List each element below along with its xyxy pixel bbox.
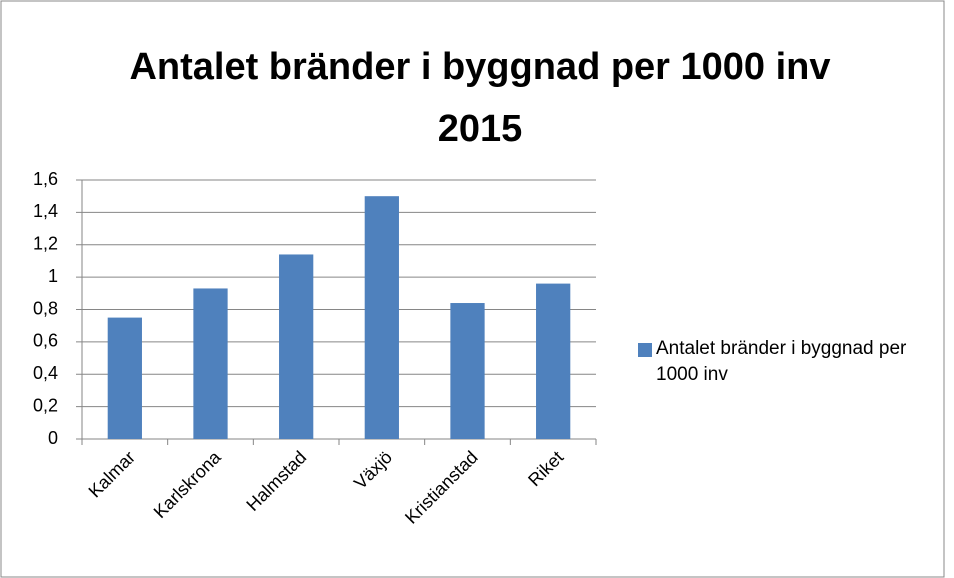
x-tick-label: Kalmar: [85, 447, 139, 501]
chart-title: Antalet bränder i byggnad per 1000 inv 2…: [129, 46, 831, 150]
y-tick-label: 0,4: [33, 363, 58, 383]
x-tick-label: Kristianstad: [401, 447, 482, 528]
y-tick-label: 1: [48, 266, 58, 286]
bar: [536, 283, 571, 439]
bar: [450, 303, 485, 439]
bar: [193, 288, 228, 439]
legend-label: Antalet bränder i byggnad per 1000 inv: [656, 338, 907, 385]
y-tick-label: 1,2: [33, 234, 58, 254]
legend-key: [638, 343, 652, 357]
y-tick-label: 1,6: [33, 169, 58, 189]
legend: Antalet bränder i byggnad per 1000 inv: [638, 336, 926, 388]
bar: [364, 196, 399, 439]
y-tick-label: 0: [48, 428, 58, 448]
x-tick-label: Riket: [524, 447, 567, 490]
x-tick-label: Växjö: [350, 447, 396, 493]
bar: [107, 317, 142, 439]
bar: [279, 254, 314, 439]
y-tick-label: 0,8: [33, 298, 58, 318]
y-tick-label: 0,2: [33, 395, 58, 415]
x-tick-label: Karlskrona: [150, 446, 226, 522]
y-tick-label: 0,6: [33, 331, 58, 351]
x-tick-label: Halmstad: [242, 447, 310, 515]
y-tick-label: 1,4: [33, 201, 58, 221]
